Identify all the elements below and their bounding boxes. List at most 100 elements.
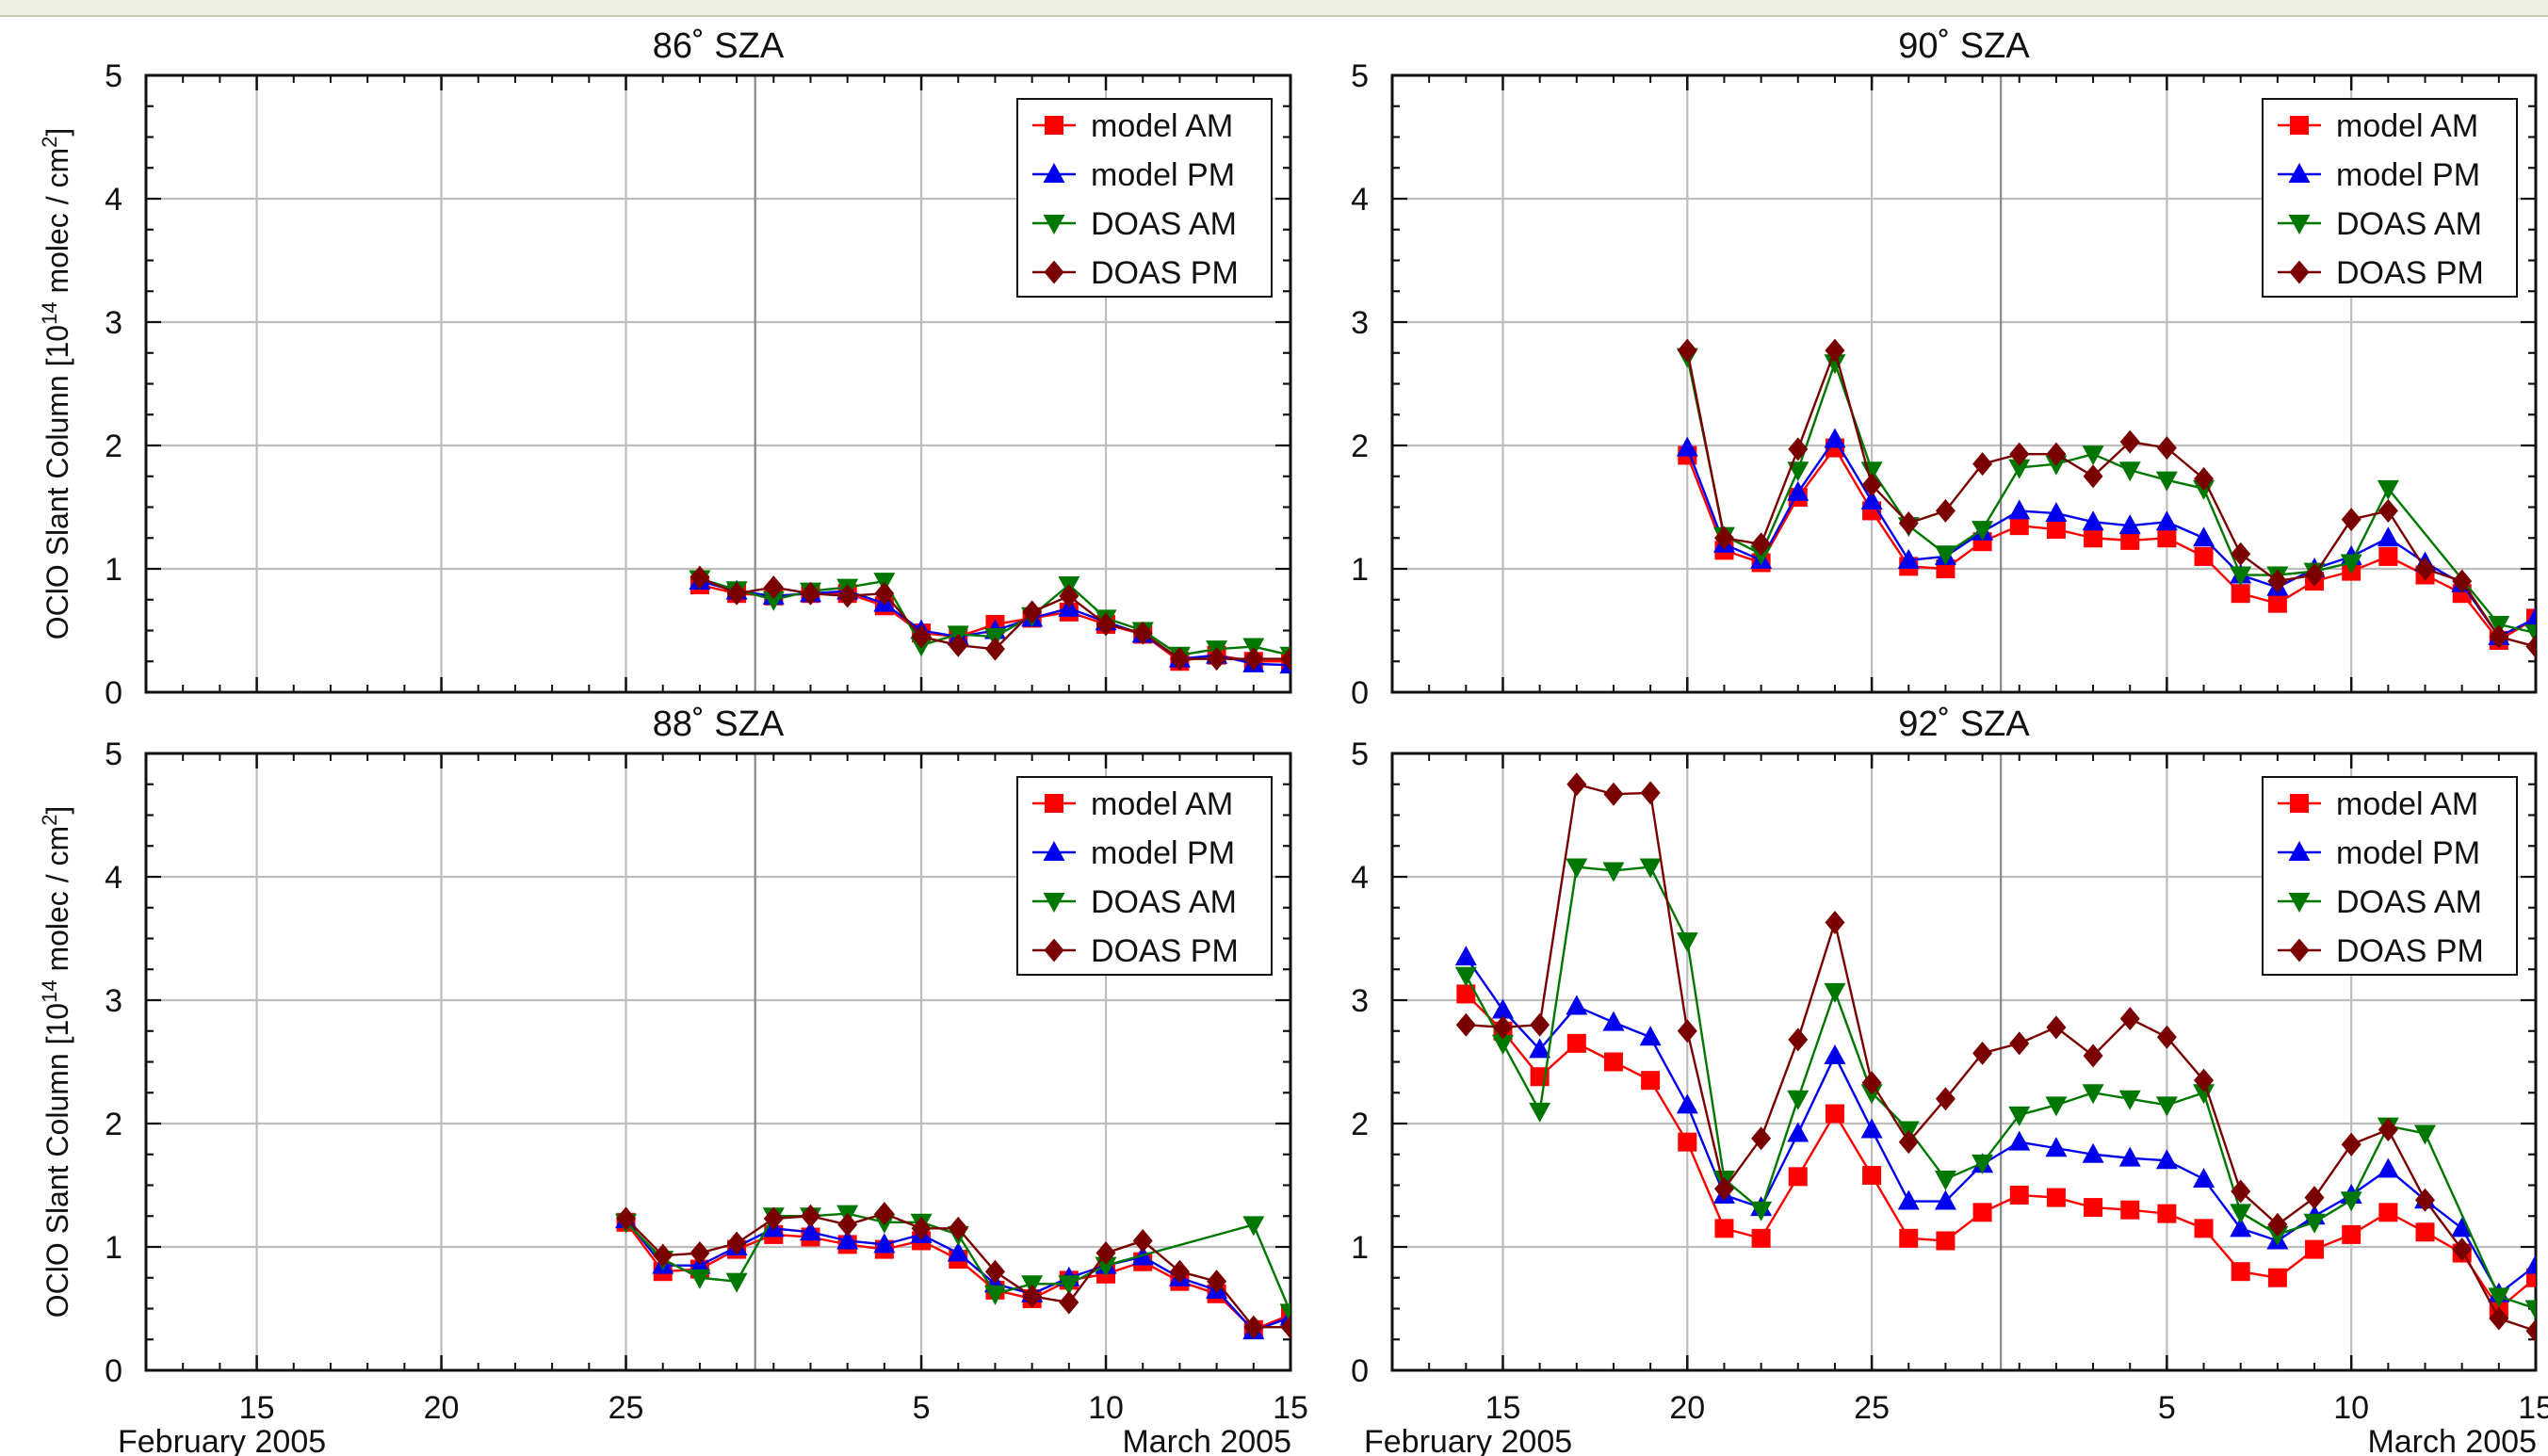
data-point: [1678, 1132, 1697, 1152]
data-point: [799, 1221, 821, 1241]
data-point: [2489, 624, 2509, 649]
data-point: [2378, 1203, 2398, 1222]
data-point: [1530, 1012, 1550, 1037]
legend-label: DOAS PM: [2336, 255, 2484, 291]
data-point: [2082, 1084, 2104, 1105]
data-point: [800, 581, 820, 606]
legend-label: model AM: [2336, 786, 2478, 822]
legend-label: DOAS PM: [1091, 255, 1239, 291]
data-point: [1677, 338, 1697, 363]
panel-title: 92˚ SZA: [1898, 704, 2030, 744]
data-point: [837, 584, 858, 608]
data-point: [1059, 1290, 1079, 1315]
data-point: [763, 1206, 784, 1231]
legend-label: DOAS AM: [1091, 206, 1237, 242]
data-point: [2045, 1137, 2068, 1157]
legend-marker: [2288, 893, 2311, 913]
legend-label: model PM: [1091, 835, 1235, 871]
data-point: [2414, 1124, 2437, 1145]
data-point: [1169, 647, 1190, 671]
data-point: [1566, 995, 1588, 1015]
data-point: [1059, 584, 1079, 608]
y-tick-label: 3: [105, 983, 122, 1019]
data-point: [1317, 1306, 1339, 1326]
legend-label: model AM: [1091, 786, 1233, 822]
data-point: [1713, 526, 1734, 550]
data-point: [1243, 1315, 1264, 1339]
data-point: [2451, 1217, 2474, 1238]
data-point: [1897, 548, 1920, 569]
data-point: [725, 1272, 748, 1293]
y-tick-label: 2: [1351, 429, 1369, 464]
data-point: [2378, 498, 2398, 523]
legend-marker: [1043, 893, 1065, 913]
data-point: [2045, 502, 2068, 523]
data-point: [1935, 1087, 1956, 1111]
data-point: [2008, 499, 2031, 520]
legend-marker: [1043, 163, 1065, 183]
data-point: [1022, 600, 1043, 624]
data-point: [2194, 546, 2214, 566]
data-point: [2305, 1239, 2325, 1259]
series-line-doas-pm: [625, 1212, 1290, 1329]
data-point: [1751, 532, 1772, 557]
data-point: [1603, 1052, 1623, 1072]
legend-label: DOAS PM: [2336, 933, 2484, 969]
data-point: [1676, 1093, 1698, 1114]
data-point: [1602, 1011, 1625, 1031]
data-point: [2231, 1179, 2251, 1204]
data-point: [1787, 480, 1810, 501]
legend-label: model PM: [1091, 157, 1235, 193]
data-point: [1318, 1318, 1338, 1341]
data-point: [2378, 1118, 2398, 1142]
data-point: [616, 1206, 637, 1231]
month-label-start: February 2005: [1364, 1424, 1572, 1456]
data-point: [984, 637, 1005, 661]
y-tick-label: 0: [105, 675, 122, 711]
data-point: [948, 633, 968, 657]
data-point: [2008, 1106, 2031, 1126]
data-point: [2046, 520, 2066, 540]
data-point: [1972, 1203, 1992, 1222]
data-point: [2156, 436, 2177, 461]
data-point: [2118, 514, 2141, 535]
data-point: [1825, 1104, 1844, 1124]
x-tick-label: 5: [2158, 1390, 2176, 1426]
data-point: [2157, 528, 2177, 548]
data-point: [948, 1216, 968, 1240]
x-tick-label: 15: [1273, 1390, 1308, 1426]
data-point: [1132, 621, 1153, 645]
y-tick-label: 1: [105, 1230, 122, 1266]
data-point: [1639, 1026, 1662, 1046]
data-point: [2118, 1146, 2141, 1167]
data-point: [1787, 1122, 1810, 1142]
x-tick-label: 15: [239, 1390, 275, 1426]
series-line-model-pm: [1686, 438, 2536, 639]
x-tick-label: 5: [913, 1390, 931, 1426]
data-point: [2340, 1191, 2362, 1212]
legend-label: DOAS AM: [2336, 206, 2482, 242]
data-point: [2231, 584, 2250, 604]
data-point: [1935, 498, 1956, 523]
data-point: [2155, 510, 2178, 531]
data-point: [1491, 1034, 1514, 1055]
data-point: [1676, 436, 1698, 457]
series-group: [615, 1202, 1339, 1341]
chart-panel-1: 0 1 2 3 4 5 86˚ SZA model AM model PM DOAS AM DOAS…: [38, 26, 1292, 711]
x-tick-label: 10: [1088, 1390, 1124, 1426]
data-point: [2304, 563, 2325, 588]
legend-marker: [1044, 260, 1064, 284]
data-point: [2524, 1254, 2536, 1274]
data-point: [1788, 437, 1809, 461]
data-point: [1095, 1241, 1116, 1266]
data-point: [2267, 1268, 2287, 1287]
legend-marker: [1043, 841, 1065, 861]
data-point: [2230, 1204, 2252, 1224]
data-point: [2193, 1167, 2215, 1188]
legend-box: [1016, 776, 1273, 976]
data-point: [1751, 1126, 1772, 1151]
data-point: [2155, 1149, 2178, 1170]
y-tick-label: 2: [1351, 1107, 1369, 1142]
x-tick-label: 15: [1485, 1390, 1521, 1426]
